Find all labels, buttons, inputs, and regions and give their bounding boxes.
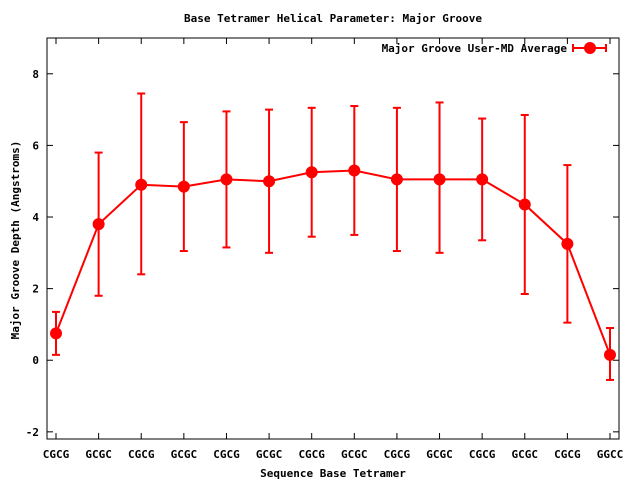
data-point xyxy=(604,348,616,361)
x-axis-label: Sequence Base Tetramer xyxy=(260,467,406,480)
x-tick-label: GGCC xyxy=(597,448,624,461)
legend-label: Major Groove User-MD Average xyxy=(382,42,568,55)
data-point xyxy=(518,198,531,211)
data-point xyxy=(348,164,361,177)
data-point xyxy=(50,327,62,340)
series-layer xyxy=(50,92,616,381)
legend-marker xyxy=(584,42,596,54)
x-tick-label: CGCG xyxy=(213,448,240,461)
data-point xyxy=(433,173,446,186)
x-tick-label: GCGC xyxy=(171,448,198,461)
series-line xyxy=(55,169,611,356)
legend: Major Groove User-MD Average xyxy=(382,42,607,55)
y-tick-label: 6 xyxy=(32,139,39,152)
x-tick-label: CGCG xyxy=(298,448,325,461)
x-tick-label: GCGC xyxy=(256,448,283,461)
y-tick-label: 8 xyxy=(32,68,39,81)
data-point xyxy=(177,180,190,193)
y-tick-label: 0 xyxy=(32,354,39,367)
data-point xyxy=(92,218,105,231)
x-tick-label: CGCG xyxy=(554,448,581,461)
data-point xyxy=(561,237,574,250)
data-point xyxy=(220,173,233,186)
x-tick-label: CGCG xyxy=(469,448,496,461)
data-point xyxy=(305,166,318,179)
data-point xyxy=(263,175,276,188)
x-tick-label: CGCG xyxy=(384,448,411,461)
y-axis: -2 0 2 4 6 8 xyxy=(26,68,619,439)
y-tick-label: 2 xyxy=(32,283,39,296)
x-tick-label: CGCG xyxy=(43,448,70,461)
data-point xyxy=(390,173,403,186)
data-point xyxy=(135,178,148,191)
y-tick-label: 4 xyxy=(32,211,39,224)
plot-area-frame xyxy=(46,37,620,440)
x-tick-label: GCGC xyxy=(426,448,453,461)
x-tick-label: GCGC xyxy=(341,448,368,461)
x-tick-label: GCGC xyxy=(85,448,112,461)
x-tick-label: GCGC xyxy=(512,448,539,461)
y-axis-label: Major Groove Depth (Angstroms) xyxy=(9,141,22,340)
x-tick-label: CGCG xyxy=(128,448,155,461)
y-tick-label: -2 xyxy=(26,426,39,439)
x-axis: CGCG GCGC CGCG GCGC CGCG GCGC CGCG GCGC CGCG GCGC… xyxy=(43,38,624,461)
chart-title: Base Tetramer Helical Parameter: Major G… xyxy=(184,12,482,25)
data-point xyxy=(476,173,489,186)
